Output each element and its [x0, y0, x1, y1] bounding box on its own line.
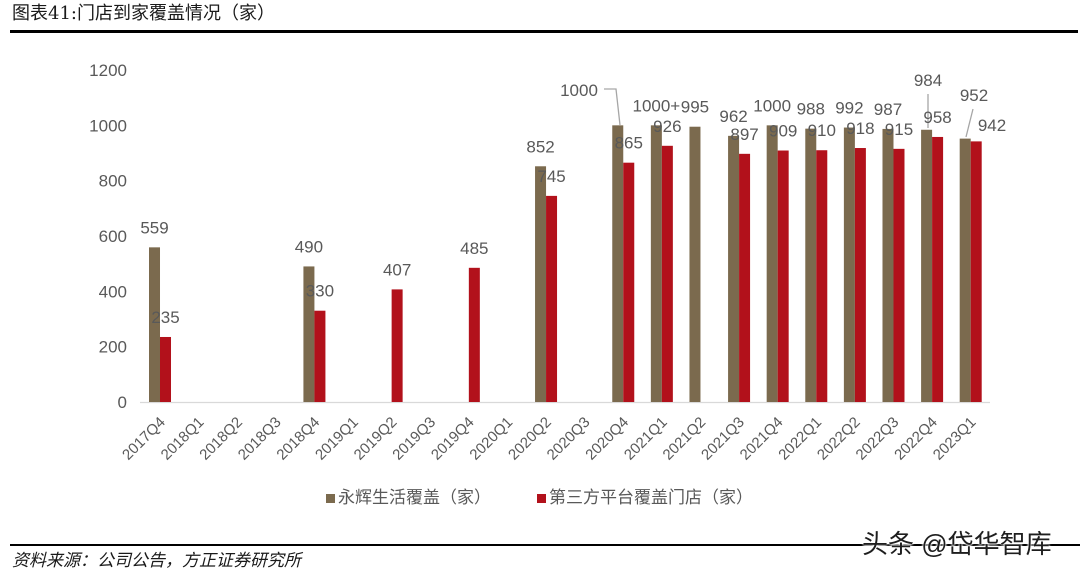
data-label-third-party-2018q4: 330	[306, 282, 334, 301]
legend-item-yonghui-life: 永辉生活覆盖（家）	[326, 487, 491, 509]
y-tick-label: 1000	[89, 116, 127, 135]
bar-third-party-2022q4	[932, 136, 944, 402]
bar-yonghui-life-2022q3	[882, 128, 894, 402]
data-label-yonghui-life-2022q4: 984	[914, 71, 942, 90]
bar-yonghui-life-2022q2	[843, 127, 855, 403]
bar-third-party-2019q2	[391, 289, 403, 402]
bar-third-party-2022q1	[816, 150, 828, 402]
y-tick-label: 600	[99, 227, 127, 246]
data-label-third-party-2020q4: 865	[615, 134, 643, 153]
data-label-yonghui-life-2022q1: 988	[797, 100, 825, 119]
bar-yonghui-life-2021q4	[766, 125, 778, 402]
data-label-yonghui-life-2020q2: 852	[526, 137, 554, 156]
data-label-yonghui-life-2021q3: 962	[719, 107, 747, 126]
bar-third-party-2020q4	[623, 162, 635, 402]
bar-third-party-2017q4	[160, 336, 172, 402]
data-label-third-party-2021q1: 926	[653, 117, 681, 136]
data-labels: 559 490 852 1000 1000+ 995 962 1000 988 992 987 984…	[140, 71, 1006, 327]
data-label-yonghui-life-2017q4: 559	[140, 218, 168, 237]
data-label-yonghui-life-2020q4: 1000	[560, 81, 598, 100]
bar-yonghui-life-2021q2	[689, 126, 701, 402]
data-label-yonghui-life-2023q1: 952	[960, 86, 988, 105]
data-label-yonghui-life-2022q2: 992	[835, 99, 863, 118]
x-axis-labels: 2017Q42018Q12018Q22018Q32018Q42019Q12019…	[119, 414, 979, 464]
bar-yonghui-life-2022q4	[921, 129, 933, 402]
bar-third-party-2019q4	[468, 267, 480, 402]
data-label-yonghui-life-2022q3: 987	[874, 100, 902, 119]
x-tick-label: 2023Q1	[930, 414, 980, 464]
bar-yonghui-life-2018q4	[303, 266, 315, 402]
data-label-yonghui-life-2021q2: 995	[681, 98, 709, 117]
data-label-third-party-2020q2: 745	[537, 167, 565, 186]
bar-yonghui-life-2017q4	[149, 247, 161, 402]
label-leader-lines	[604, 88, 974, 138]
bar-yonghui-life-2020q2	[535, 166, 547, 402]
data-label-third-party-2019q4: 485	[460, 239, 488, 258]
y-tick-label: 800	[99, 172, 127, 191]
bar-third-party-2018q4	[314, 310, 326, 402]
bar-third-party-2022q2	[854, 148, 866, 402]
data-label-yonghui-life-2018q4: 490	[295, 237, 323, 256]
data-label-third-party-2022q4: 958	[923, 108, 951, 127]
bar-third-party-2021q3	[739, 153, 751, 402]
y-tick-label: 400	[99, 282, 127, 301]
data-label-third-party-2023q1: 942	[978, 116, 1006, 135]
legend-swatch-yonghui-life	[326, 493, 335, 503]
bar-yonghui-life-2021q1	[650, 125, 662, 402]
data-label-third-party-2022q3: 915	[885, 120, 913, 139]
y-tick-label: 0	[118, 393, 127, 412]
legend-label-third-party: 第三方平台覆盖门店（家）	[549, 488, 753, 507]
footer-divider	[10, 544, 1080, 546]
bar-yonghui-life-2020q4	[612, 125, 624, 402]
bar-third-party-2021q1	[661, 145, 673, 402]
figure-title: 图表41:门店到家覆盖情况（家）	[12, 3, 275, 24]
data-label-third-party-2022q1: 910	[808, 121, 836, 140]
y-tick-label: 1200	[89, 61, 127, 80]
data-label-third-party-2017q4: 235	[151, 308, 179, 327]
data-label-third-party-2021q3: 897	[730, 125, 758, 144]
y-axis-labels: 0 200 400 600 800 1000 1200	[89, 61, 127, 412]
legend-item-third-party: 第三方平台覆盖门店（家）	[537, 487, 753, 509]
data-label-third-party-2021q4: 909	[769, 122, 797, 141]
y-tick-label: 200	[99, 338, 127, 357]
data-label-third-party-2019q2: 407	[383, 260, 411, 279]
bar-series	[149, 125, 982, 403]
data-label-yonghui-life-2021q1: 1000+	[632, 96, 680, 115]
source-note: 资料来源：公司公告，方正证券研究所	[12, 551, 301, 571]
leader-line	[965, 108, 974, 138]
bar-yonghui-life-2023q1	[959, 138, 971, 402]
bar-third-party-2022q3	[893, 148, 905, 402]
bar-yonghui-life-2022q1	[805, 128, 817, 403]
leader-line	[604, 88, 621, 126]
legend-swatch-third-party	[537, 493, 546, 503]
bar-third-party-2020q2	[546, 195, 558, 402]
data-label-yonghui-life-2021q4: 1000	[753, 96, 791, 115]
legend-label-yonghui-life: 永辉生活覆盖（家）	[338, 488, 491, 507]
bar-third-party-2021q4	[777, 150, 789, 402]
watermark: 头条 @岱华智库	[862, 529, 1052, 559]
bar-yonghui-life-2021q3	[728, 135, 740, 402]
bar-third-party-2023q1	[970, 141, 982, 402]
title-divider	[10, 30, 1078, 33]
data-label-third-party-2022q2: 918	[846, 119, 874, 138]
